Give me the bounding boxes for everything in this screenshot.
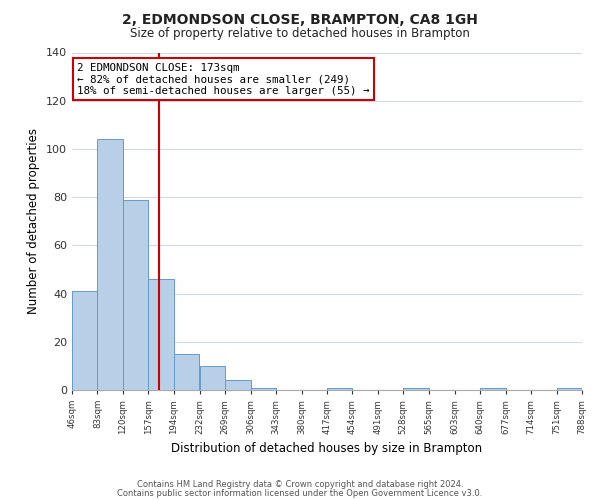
Bar (480, 388, 506, 390)
Text: Size of property relative to detached houses in Brampton: Size of property relative to detached ho… (130, 28, 470, 40)
Text: Contains public sector information licensed under the Open Government Licence v3: Contains public sector information licen… (118, 489, 482, 498)
Bar (148, 279, 174, 390)
Bar (225, 380, 251, 390)
Bar (123, 200, 148, 390)
Text: Contains HM Land Registry data © Crown copyright and database right 2024.: Contains HM Land Registry data © Crown c… (137, 480, 463, 489)
Bar (327, 388, 352, 390)
Bar (174, 354, 199, 390)
Bar (72, 291, 97, 390)
Bar (200, 366, 225, 390)
Bar (403, 388, 429, 390)
Bar (557, 388, 582, 390)
Text: 2 EDMONDSON CLOSE: 173sqm
← 82% of detached houses are smaller (249)
18% of semi: 2 EDMONDSON CLOSE: 173sqm ← 82% of detac… (77, 62, 370, 96)
Bar (97, 140, 123, 390)
Text: 2, EDMONDSON CLOSE, BRAMPTON, CA8 1GH: 2, EDMONDSON CLOSE, BRAMPTON, CA8 1GH (122, 12, 478, 26)
Bar (251, 388, 276, 390)
Y-axis label: Number of detached properties: Number of detached properties (28, 128, 40, 314)
X-axis label: Distribution of detached houses by size in Brampton: Distribution of detached houses by size … (172, 442, 482, 455)
